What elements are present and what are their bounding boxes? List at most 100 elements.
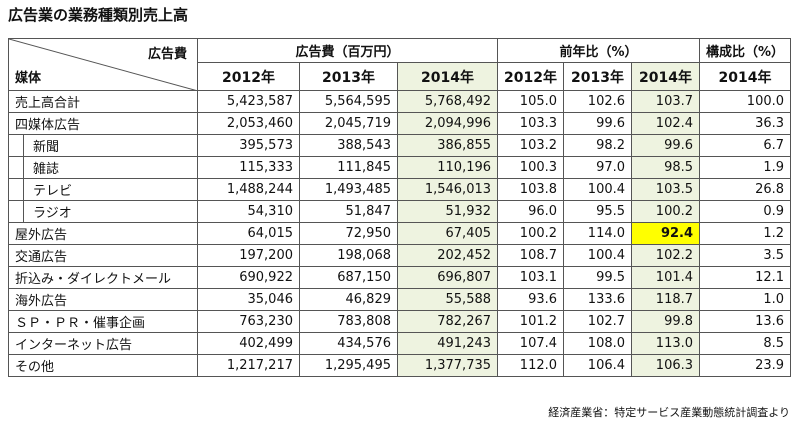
cell: 5,423,587: [197, 90, 300, 113]
table-row: その他 1,217,217 1,295,495 1,377,735 112.0 106.4…: [8, 354, 792, 377]
cell: 92.4: [631, 222, 701, 245]
cell: 102.4: [631, 112, 701, 135]
cell: 103.1: [497, 266, 565, 289]
cell: 97.0: [563, 156, 633, 179]
cell: 386,855: [396, 134, 499, 157]
cell: 98.2: [563, 134, 633, 157]
cell: 111,845: [299, 156, 398, 179]
table-row: 雑誌 115,333 111,845 110,196 100.3 97.0 98.5 1.9: [8, 156, 792, 179]
cell: 198,068: [299, 244, 398, 267]
table-row: 折込み・ダイレクトメール 690,922 687,150 696,807 103.1 99…: [8, 266, 792, 289]
cell: 2,053,460: [197, 112, 300, 135]
year-header: 2013年: [299, 62, 398, 91]
cell: 1.0: [699, 288, 792, 311]
year-header: 2014年: [396, 62, 499, 91]
row-label: テレビ: [8, 178, 198, 201]
group-header: 広告費（百万円）: [196, 38, 499, 63]
corner-top: 広告費: [147, 47, 187, 62]
cell: 115,333: [197, 156, 300, 179]
group-header: 前年比（%）: [497, 38, 701, 63]
year-header: 2014年: [631, 62, 701, 91]
row-label: 新聞: [8, 134, 198, 157]
cell: 36.3: [699, 112, 792, 135]
cell: 46,829: [299, 288, 398, 311]
cell: 35,046: [197, 288, 300, 311]
cell: 102.6: [563, 90, 633, 113]
cell: 114.0: [563, 222, 633, 245]
cell: 12.1: [699, 266, 792, 289]
cell: 103.8: [497, 178, 565, 201]
cell: 491,243: [396, 332, 499, 355]
row-label: 売上高合計: [8, 90, 198, 113]
row-label: ラジオ: [8, 200, 198, 223]
cell: 99.8: [631, 310, 701, 333]
cell: 106.3: [631, 354, 701, 377]
row-label: ＳＰ・ＰＲ・催事企画: [8, 310, 198, 333]
cell: 696,807: [396, 266, 499, 289]
cell: 106.4: [563, 354, 633, 377]
cell: 101.4: [631, 266, 701, 289]
cell: 103.3: [497, 112, 565, 135]
title: 広告業の業務種類別売上高: [8, 6, 189, 24]
cell: 783,808: [299, 310, 398, 333]
cell: 102.2: [631, 244, 701, 267]
cell: 110,196: [396, 156, 499, 179]
cell: 51,847: [299, 200, 398, 223]
cell: 93.6: [497, 288, 565, 311]
cell: 100.3: [497, 156, 565, 179]
cell: 98.5: [631, 156, 701, 179]
cell: 55,588: [396, 288, 499, 311]
cell: 8.5: [699, 332, 792, 355]
table-row: 売上高合計 5,423,587 5,564,595 5,768,492 105.0 102…: [8, 90, 792, 113]
cell: 51,932: [396, 200, 499, 223]
table-row: 屋外広告 64,015 72,950 67,405 100.2 114.0 92.4 1.2: [8, 222, 792, 245]
cell: 388,543: [299, 134, 398, 157]
row-label: 屋外広告: [8, 222, 198, 245]
cell: 107.4: [497, 332, 565, 355]
cell: 782,267: [396, 310, 499, 333]
cell: 23.9: [699, 354, 792, 377]
cell: 108.0: [563, 332, 633, 355]
cell: 395,573: [197, 134, 300, 157]
table-row: ＳＰ・ＰＲ・催事企画 763,230 783,808 782,267 101.2 102.…: [8, 310, 792, 333]
year-header: 2012年: [497, 62, 565, 91]
cell: 99.6: [563, 112, 633, 135]
cell: 102.7: [563, 310, 633, 333]
header-row: 広告費 媒体 広告費（百万円） 前年比（%） 構成比（%）: [8, 38, 792, 91]
cell: 72,950: [299, 222, 398, 245]
row-label: 四媒体広告: [8, 112, 198, 135]
cell: 99.5: [563, 266, 633, 289]
row-label: 海外広告: [8, 288, 198, 311]
cell: 103.5: [631, 178, 701, 201]
cell: 96.0: [497, 200, 565, 223]
table-row: 交通広告 197,200 198,068 202,452 108.7 100.4 102.2…: [8, 244, 792, 267]
cell: 100.2: [497, 222, 565, 245]
cell: 105.0: [497, 90, 565, 113]
year-header: 2014年: [699, 62, 792, 91]
table-row: テレビ 1,488,244 1,493,485 1,546,013 103.8 100.4…: [8, 178, 792, 201]
cell: 103.7: [631, 90, 701, 113]
year-header: 2012年: [197, 62, 300, 91]
cell: 103.2: [497, 134, 565, 157]
cell: 1,295,495: [299, 354, 398, 377]
cell: 26.8: [699, 178, 792, 201]
cell: 1,377,735: [396, 354, 499, 377]
table-row: 四媒体広告 2,053,460 2,045,719 2,094,996 103.3 99.…: [8, 112, 792, 135]
cell: 100.2: [631, 200, 701, 223]
table-row: 海外広告 35,046 46,829 55,588 93.6 133.6 118.7 1.0: [8, 288, 792, 311]
source: 経済産業省：特定サービス産業動態統計調査より: [548, 406, 790, 419]
cell: 763,230: [197, 310, 300, 333]
cell: 101.2: [497, 310, 565, 333]
cell: 64,015: [197, 222, 300, 245]
cell: 690,922: [197, 266, 300, 289]
group-header: 構成比（%）: [699, 38, 792, 63]
corner-cell: 広告費 媒体: [8, 38, 198, 91]
diagonal: [9, 39, 195, 90]
cell: 100.4: [563, 244, 633, 267]
cell: 113.0: [631, 332, 701, 355]
cell: 1,488,244: [197, 178, 300, 201]
year-header: 2013年: [563, 62, 633, 91]
cell: 1,217,217: [197, 354, 300, 377]
cell: 1.9: [699, 156, 792, 179]
cell: 1,546,013: [396, 178, 499, 201]
